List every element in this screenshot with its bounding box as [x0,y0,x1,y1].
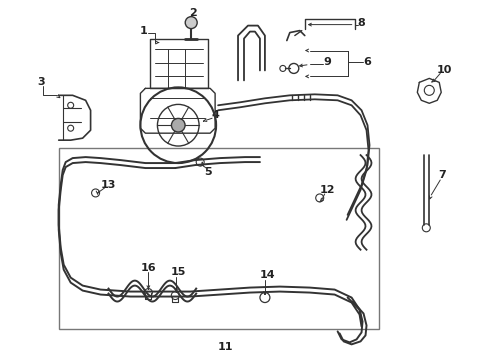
Text: 8: 8 [357,18,365,28]
Text: 15: 15 [170,267,185,276]
Text: 1: 1 [139,26,147,36]
Circle shape [171,118,184,132]
Text: 7: 7 [437,170,445,180]
Text: 9: 9 [323,58,331,67]
Text: 13: 13 [101,180,116,190]
Text: 11: 11 [217,342,232,352]
Circle shape [185,17,197,28]
Text: 6: 6 [363,58,371,67]
Text: 4: 4 [211,110,219,120]
Text: 12: 12 [319,185,335,195]
Text: 2: 2 [189,8,197,18]
Text: 5: 5 [204,167,211,177]
Text: 10: 10 [436,66,451,76]
Text: 3: 3 [37,77,44,87]
Text: 16: 16 [140,263,156,273]
Text: 14: 14 [260,270,275,280]
Bar [59,148,379,329]
